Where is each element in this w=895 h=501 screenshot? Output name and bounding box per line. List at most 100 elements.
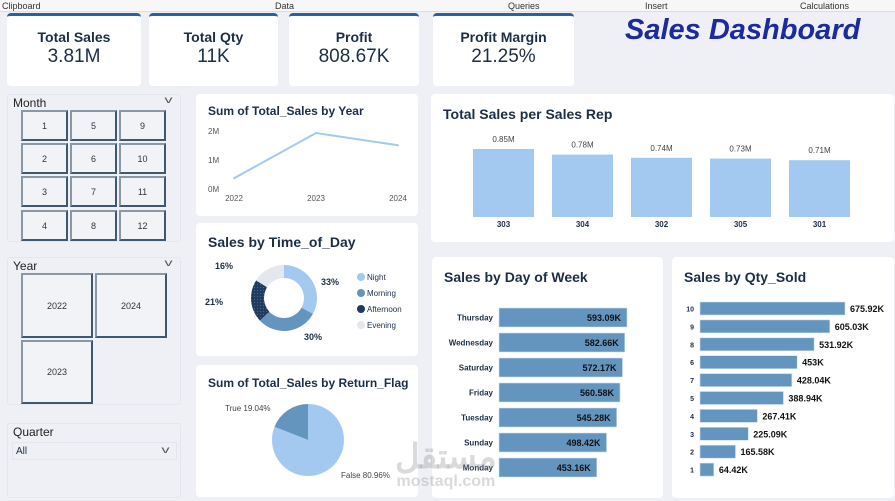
data-point — [233, 177, 235, 180]
data-label: 388.94K — [788, 394, 823, 404]
bar-Wednesday — [498, 332, 626, 353]
ribbon-group-data[interactable]: Data — [275, 1, 295, 11]
month-tile-9[interactable]: 9 — [119, 110, 166, 141]
y-tick-label: Sunday — [464, 439, 493, 448]
data-label: 560.58K — [580, 388, 615, 398]
y-tick-label: Wednesday — [449, 339, 494, 348]
bar-Sunday — [498, 432, 607, 453]
x-tick-label: 2024 — [389, 194, 407, 203]
y-tick-label: 0M — [208, 185, 219, 194]
data-label: 64.42K — [719, 465, 749, 475]
y-tick-label: Saturday — [459, 364, 494, 373]
data-label: 21% — [205, 297, 223, 307]
y-tick-label: 1M — [208, 156, 219, 165]
ribbon-group-queries[interactable]: Queries — [508, 1, 540, 11]
quarter-slicer: Quarter All v — [7, 423, 181, 498]
pie-slice-false — [272, 404, 344, 476]
qty-sold-bar-card: Sales by Qty_Sold 10 675.92K 9 605.03K 8 531.… — [672, 257, 894, 498]
month-tile-5[interactable]: 5 — [70, 110, 117, 141]
bar-Friday — [498, 382, 621, 403]
bar-6 — [699, 355, 798, 369]
data-label: 0.85M — [492, 135, 515, 144]
y-tick-label: 6 — [690, 360, 694, 367]
day-of-week-bar-card: Sales by Day of Week Thursday 593.09K Wedn… — [432, 257, 663, 498]
kpi-value: 11K — [197, 46, 230, 67]
bar-Monday — [498, 457, 598, 478]
bar-chart: 10 675.92K 9 605.03K 8 531.92K 6 453K 7 428.04K 5 3… — [686, 301, 885, 477]
ribbon-group-insert[interactable]: Insert — [645, 1, 668, 11]
month-tile-12[interactable]: 12 — [119, 210, 166, 241]
legend-label: Morning — [367, 289, 396, 298]
legend-swatch — [357, 321, 365, 329]
legend-swatch — [357, 273, 365, 281]
data-label: False 80.96% — [341, 471, 390, 480]
ribbon-strip: Clipboard Data Queries Insert Calculatio… — [0, 0, 895, 12]
bar-7 — [699, 373, 793, 387]
kpi-profit: Profit 808.67K — [289, 13, 419, 86]
kpi-label: Profit Margin — [460, 29, 547, 45]
bar-302 — [631, 157, 692, 217]
data-label: 453K — [802, 358, 824, 368]
y-tick-label: 8 — [690, 342, 694, 349]
kpi-value: 808.67K — [318, 46, 390, 67]
month-tile-1[interactable]: 1 — [21, 110, 68, 141]
kpi-value: 3.81M — [47, 46, 101, 67]
month-slicer: Month v — [7, 94, 181, 242]
data-label: 0.78M — [571, 141, 594, 150]
quarter-dropdown-value: All — [16, 446, 28, 457]
year-tile-2024[interactable]: 2024 — [95, 273, 167, 338]
donut-slice-night — [284, 265, 317, 314]
year-tile-2022[interactable]: 2022 — [21, 273, 93, 338]
return-flag-pie-card: Sum of Total_Sales by Return_Flag True 1… — [196, 365, 418, 497]
bar-5 — [699, 391, 784, 405]
chevron-down-icon[interactable]: v — [164, 95, 173, 106]
month-tile-10[interactable]: 10 — [119, 143, 166, 174]
year-slicer-label: Year — [13, 259, 38, 273]
data-label: 225.09K — [753, 429, 788, 439]
year-tile-2023[interactable]: 2023 — [21, 340, 93, 404]
time-of-day-donut-card: Sales by Time_of_Day 33% Night 30% Morning 2… — [196, 223, 418, 356]
data-label: 16% — [215, 261, 233, 271]
ribbon-group-calculations[interactable]: Calculations — [800, 1, 850, 11]
data-label: 675.92K — [850, 304, 885, 314]
data-label: 593.09K — [587, 313, 622, 323]
month-tile-2[interactable]: 2 — [21, 143, 68, 174]
kpi-profit-margin: Profit Margin 21.25% — [433, 13, 574, 86]
month-tile-3[interactable]: 3 — [21, 176, 68, 207]
data-label: 498.42K — [567, 438, 602, 448]
bar-1 — [699, 462, 715, 477]
month-tile-6[interactable]: 6 — [70, 143, 117, 174]
bar-304 — [552, 154, 613, 217]
bar-Thursday — [498, 307, 628, 328]
chevron-down-icon[interactable]: v — [164, 258, 173, 269]
donut-slice-morning — [259, 307, 313, 331]
y-tick-label: 2M — [208, 127, 219, 136]
series-line — [233, 131, 399, 180]
bar-301 — [789, 160, 850, 217]
bar-10 — [699, 301, 846, 316]
month-tile-7[interactable]: 7 — [70, 176, 117, 207]
kpi-label: Total Sales — [37, 29, 111, 45]
y-tick-label: 9 — [690, 324, 694, 331]
donut-slice-evening — [256, 265, 284, 288]
bar-chart: Thursday 593.09K Wednesday 582.66K Saturday 5… — [449, 307, 628, 478]
year-slicer: Year v — [7, 257, 181, 405]
data-label: 267.41K — [762, 411, 797, 421]
data-label: 545.28K — [577, 413, 612, 423]
month-tile-4[interactable]: 4 — [21, 210, 68, 241]
line-chart: 0M 1M 2M 2022 2023 2024 — [208, 127, 407, 203]
chart-title: Sum of Total_Sales by Return_Flag — [208, 376, 409, 390]
bar-305 — [710, 158, 771, 217]
chart-title: Sum of Total_Sales by Year — [208, 104, 364, 118]
watermark-logo: مستقل mostaql.com — [395, 438, 497, 490]
data-label: 0.74M — [650, 144, 673, 153]
legend-swatch — [357, 289, 365, 297]
y-tick-label: 5 — [690, 396, 694, 403]
kpi-total-qty: Total Qty 11K — [149, 13, 278, 86]
month-tile-8[interactable]: 8 — [70, 210, 117, 241]
bar-9 — [699, 319, 831, 334]
quarter-dropdown[interactable]: All v — [12, 442, 177, 460]
ribbon-group-clipboard[interactable]: Clipboard — [2, 1, 41, 11]
quarter-slicer-label: Quarter — [13, 425, 54, 439]
month-tile-11[interactable]: 11 — [119, 176, 166, 207]
